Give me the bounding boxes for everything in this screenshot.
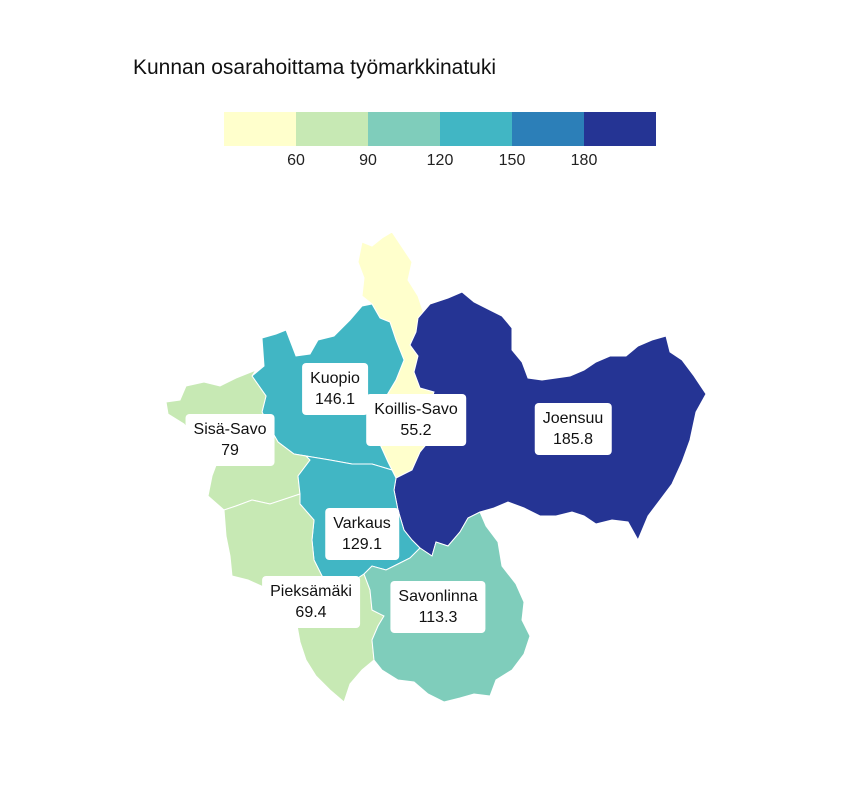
color-legend: [224, 112, 656, 146]
region-label-sisa-savo: Sisä-Savo 79: [185, 414, 275, 466]
legend-swatch-4: [440, 112, 512, 146]
region-name: Kuopio: [310, 370, 360, 387]
legend-tick: 150: [498, 152, 526, 169]
region-label-joensuu: Joensuu 185.8: [534, 403, 612, 455]
region-label-savonlinna: Savonlinna 113.3: [390, 581, 486, 633]
legend-tick: 120: [426, 152, 454, 169]
region-name: Koillis-Savo: [374, 401, 458, 418]
region-value: 129.1: [341, 536, 383, 553]
legend-swatch-1: [224, 112, 296, 146]
region-name: Joensuu: [542, 410, 604, 427]
legend-swatch-3: [368, 112, 440, 146]
region-label-pieksamaki: Pieksämäki 69.4: [262, 576, 360, 628]
region-name: Savonlinna: [398, 588, 478, 605]
region-value: 113.3: [418, 609, 458, 626]
region-name: Pieksämäki: [270, 583, 352, 600]
region-label-koillis-savo: Koillis-Savo 55.2: [366, 394, 466, 446]
legend-tick: 180: [570, 152, 598, 169]
region-value: 185.8: [552, 431, 594, 448]
legend-ticks: 60 90 120 150 180: [224, 152, 656, 174]
region-value: 69.4: [295, 604, 327, 621]
map-title: Kunnan osarahoittama työmarkkinatuki: [133, 56, 497, 79]
region-name: Sisä-Savo: [193, 421, 267, 438]
region-value: 55.2: [400, 422, 432, 439]
legend-tick: 60: [287, 152, 305, 169]
region-label-kuopio: Kuopio 146.1: [302, 363, 368, 415]
region-value: 79: [221, 442, 239, 459]
legend-tick: 90: [359, 152, 377, 169]
legend-swatch-6: [584, 112, 656, 146]
region-label-varkaus: Varkaus 129.1: [325, 508, 399, 560]
region-value: 146.1: [314, 391, 356, 408]
legend-swatch-5: [512, 112, 584, 146]
region-name: Varkaus: [333, 515, 391, 532]
legend-swatch-2: [296, 112, 368, 146]
